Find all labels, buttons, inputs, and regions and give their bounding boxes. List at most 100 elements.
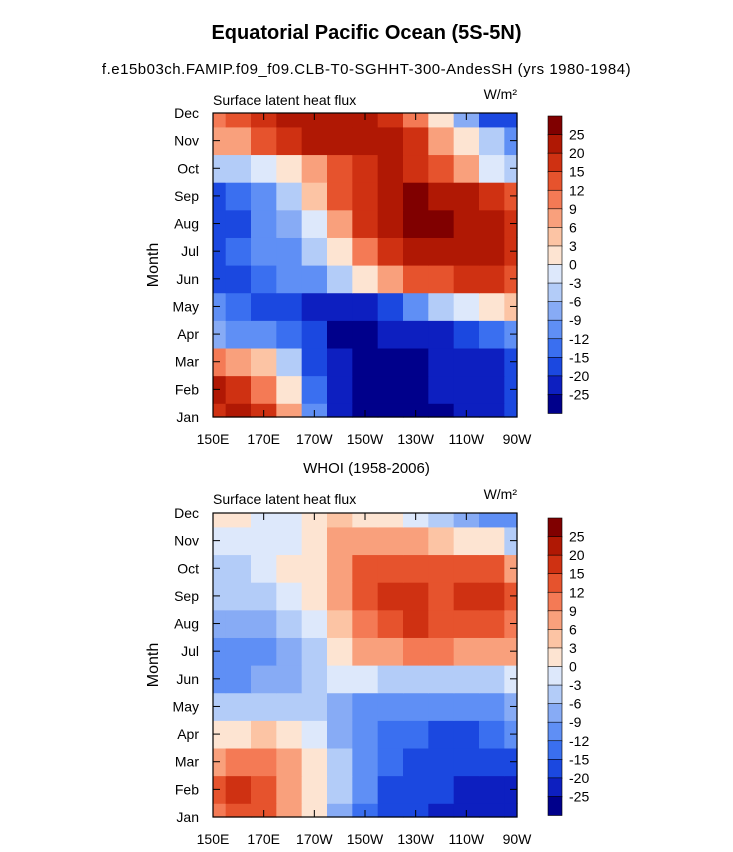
heatmap-cell bbox=[453, 237, 480, 266]
heatmap-cell bbox=[301, 513, 328, 528]
heatmap-cell bbox=[352, 292, 379, 321]
colorbar-swatch bbox=[547, 777, 563, 798]
heatmap-cell bbox=[352, 665, 379, 694]
colorbar-label: 0 bbox=[569, 659, 577, 675]
colorbar-swatch bbox=[547, 740, 563, 761]
colorbar-swatch bbox=[547, 357, 563, 377]
colorbar-swatch bbox=[547, 647, 563, 668]
heatmap-cell bbox=[377, 692, 404, 721]
heatmap-cell bbox=[453, 692, 480, 721]
heatmap-cell bbox=[479, 747, 505, 777]
colorbar-label: -25 bbox=[569, 386, 589, 402]
colorbar-label: -3 bbox=[569, 677, 582, 693]
heatmap-cell bbox=[377, 182, 404, 211]
y-tick-label: Oct bbox=[177, 160, 199, 176]
heatmap-cell bbox=[327, 526, 353, 556]
heatmap-cell bbox=[213, 403, 227, 418]
heatmap-cell bbox=[276, 692, 303, 721]
heatmap-cell bbox=[225, 582, 252, 611]
heatmap-cell bbox=[225, 154, 252, 183]
colorbar-swatch bbox=[547, 115, 563, 136]
colorbar-swatch bbox=[547, 554, 563, 575]
heatmap-cell bbox=[352, 113, 379, 128]
heatmap-cell bbox=[327, 554, 353, 583]
heatmap-cell bbox=[453, 126, 480, 156]
heatmap-cell bbox=[301, 747, 328, 777]
heatmap-cell bbox=[377, 292, 404, 321]
heatmap-cell bbox=[327, 637, 353, 666]
heatmap-cell bbox=[225, 347, 252, 377]
y-tick-label: Mar bbox=[175, 354, 199, 370]
colorbar-swatch bbox=[547, 517, 563, 538]
heatmap-cell bbox=[327, 403, 353, 418]
heatmap-cell bbox=[251, 582, 277, 611]
heatmap-cell bbox=[327, 747, 353, 777]
heatmap-cell bbox=[352, 554, 379, 583]
heatmap-cell bbox=[479, 182, 505, 211]
heatmap-cell bbox=[428, 375, 455, 404]
heatmap-cell bbox=[276, 237, 303, 266]
heatmap-cell bbox=[403, 609, 429, 638]
panel2-y-axis-label: Month bbox=[145, 643, 162, 687]
heatmap-cell bbox=[327, 347, 353, 377]
heatmap-cell bbox=[327, 803, 353, 818]
heatmap-cell bbox=[479, 403, 505, 418]
heatmap-cell bbox=[377, 513, 404, 528]
y-tick-label: Feb bbox=[175, 381, 199, 397]
heatmap-cell bbox=[428, 265, 455, 294]
heatmap-cell bbox=[479, 775, 505, 804]
heatmap-cell bbox=[276, 747, 303, 777]
heatmap-cell bbox=[352, 609, 379, 638]
y-tick-label: Oct bbox=[177, 560, 199, 576]
heatmap-cell bbox=[225, 126, 252, 156]
heatmap-cell bbox=[453, 526, 480, 556]
heatmap-cell bbox=[352, 375, 379, 404]
colorbar-swatch bbox=[547, 573, 563, 594]
heatmap-cell bbox=[213, 803, 227, 818]
y-tick-label: Aug bbox=[174, 616, 199, 632]
heatmap-cell bbox=[276, 375, 303, 404]
colorbar-label: 6 bbox=[569, 219, 577, 235]
heatmap-cell bbox=[403, 692, 429, 721]
heatmap-cell bbox=[479, 637, 505, 666]
heatmap-cell bbox=[428, 154, 455, 183]
heatmap-cell bbox=[213, 113, 227, 128]
heatmap-cell bbox=[225, 375, 252, 404]
heatmap-cell bbox=[377, 126, 404, 156]
heatmap-cell bbox=[403, 775, 429, 804]
colorbar-label: -20 bbox=[569, 770, 589, 786]
heatmap-cell bbox=[403, 582, 429, 611]
heatmap-cell bbox=[403, 526, 429, 556]
heatmap-cell bbox=[428, 292, 455, 321]
colorbar-label: -3 bbox=[569, 275, 582, 291]
colorbar-whoi: 25 20 15 12 9 6 3 0 -3 -6 -9 -12 -15 -20 -25 bbox=[547, 517, 589, 816]
colorbar-label: 9 bbox=[569, 201, 577, 217]
heatmap-cell bbox=[327, 182, 353, 211]
heatmap-cell bbox=[301, 126, 328, 156]
heatmap-cell bbox=[225, 526, 252, 556]
heatmap-cell bbox=[301, 154, 328, 183]
heatmap-cell bbox=[327, 265, 353, 294]
colorbar-label: 20 bbox=[569, 145, 585, 161]
heatmap-cell bbox=[251, 292, 277, 321]
x-tick-label: 150E bbox=[197, 431, 230, 447]
heatmap-cell bbox=[428, 803, 455, 818]
colorbar-label: -9 bbox=[569, 312, 582, 328]
heatmap-cell bbox=[479, 803, 505, 818]
heatmap-cell bbox=[377, 375, 404, 404]
heatmap-cell bbox=[276, 209, 303, 238]
colorbar-swatch bbox=[547, 591, 563, 612]
panel1-units-label: W/m² bbox=[484, 86, 518, 102]
y-tick-label: Jul bbox=[181, 243, 199, 259]
colorbar-label: 15 bbox=[569, 164, 585, 180]
panel2-units-label: W/m² bbox=[484, 486, 518, 502]
heatmap-cell bbox=[327, 113, 353, 128]
heatmap-cell bbox=[403, 375, 429, 404]
y-tick-label: Jul bbox=[181, 643, 199, 659]
heatmap-cell bbox=[504, 803, 518, 818]
heatmap-cell bbox=[301, 292, 328, 321]
heatmap-cell bbox=[352, 320, 379, 349]
heatmap-cell bbox=[225, 209, 252, 238]
heatmap-cell bbox=[352, 126, 379, 156]
heatmap-cell bbox=[251, 720, 277, 749]
